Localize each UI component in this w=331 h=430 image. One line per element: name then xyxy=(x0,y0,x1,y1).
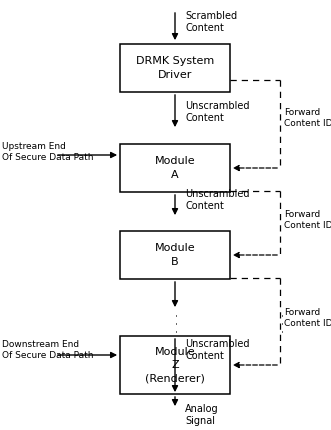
Text: Module
A: Module A xyxy=(155,157,195,180)
Text: Module
B: Module B xyxy=(155,243,195,267)
Text: Analog
Signal: Analog Signal xyxy=(185,404,218,426)
Bar xyxy=(120,336,230,394)
Text: Module
Z
(Renderer): Module Z (Renderer) xyxy=(145,347,205,383)
Text: Forward
Content ID: Forward Content ID xyxy=(284,210,331,230)
Text: Upstream End
Of Secure Data Path: Upstream End Of Secure Data Path xyxy=(2,142,93,162)
Bar xyxy=(120,144,230,192)
Text: Scrambled
Content: Scrambled Content xyxy=(185,11,237,33)
Text: . . .: . . . xyxy=(168,313,181,333)
Text: Unscrambled
Content: Unscrambled Content xyxy=(185,189,250,211)
Bar xyxy=(120,44,230,92)
Text: Unscrambled
Content: Unscrambled Content xyxy=(185,101,250,123)
Text: DRMK System
Driver: DRMK System Driver xyxy=(136,56,214,80)
Text: Downstream End
Of Secure Data Path: Downstream End Of Secure Data Path xyxy=(2,340,93,360)
Text: . . .: . . . xyxy=(273,313,287,333)
Bar xyxy=(120,231,230,279)
Text: Unscrambled
Content: Unscrambled Content xyxy=(185,339,250,361)
Text: Forward
Content ID: Forward Content ID xyxy=(284,108,331,128)
Text: Forward
Content ID: Forward Content ID xyxy=(284,308,331,328)
